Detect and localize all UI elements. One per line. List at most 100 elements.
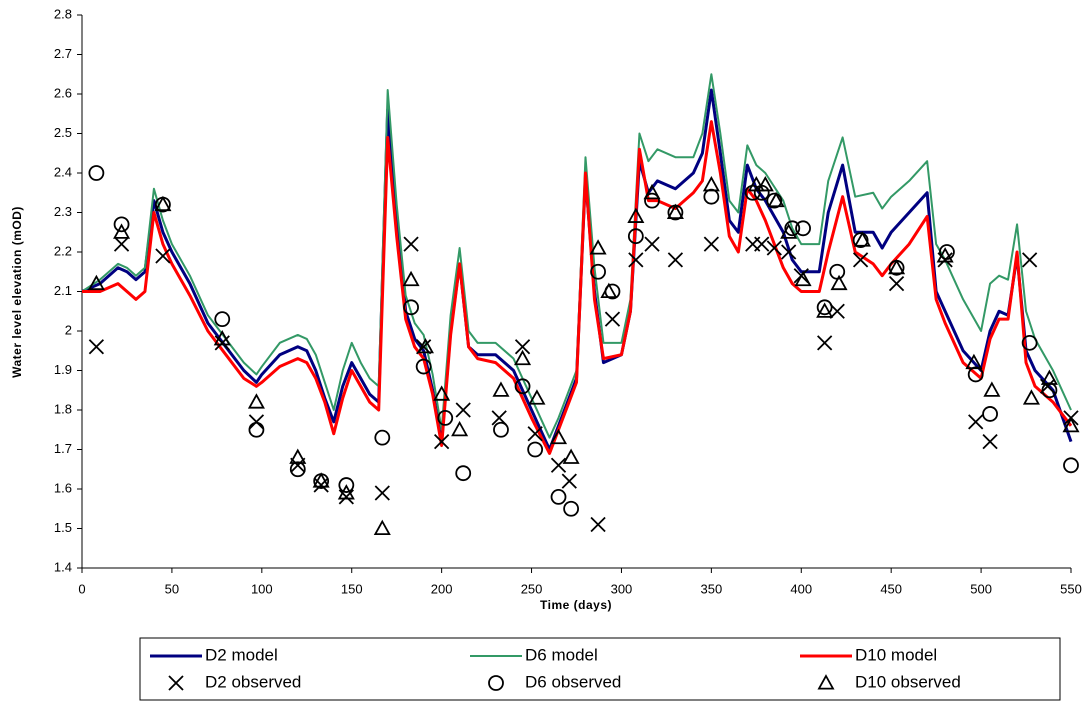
observed-point bbox=[1062, 416, 1080, 433]
observed-point bbox=[816, 299, 833, 316]
x-tick-label: 550 bbox=[1060, 581, 1082, 596]
legend-swatch bbox=[488, 675, 504, 691]
observed-point bbox=[514, 339, 531, 355]
observed-point bbox=[965, 353, 983, 370]
y-tick-label: 2.8 bbox=[54, 6, 72, 21]
observed-point bbox=[338, 489, 354, 505]
x-tick-label: 0 bbox=[78, 581, 85, 596]
y-tick-label: 2.5 bbox=[54, 125, 72, 140]
observed-point bbox=[514, 349, 532, 366]
y-tick-label: 2.1 bbox=[54, 283, 72, 298]
observed-point bbox=[88, 165, 105, 181]
observed-point bbox=[451, 420, 469, 437]
x-tick-label: 500 bbox=[970, 581, 992, 596]
y-tick-label: 2.3 bbox=[54, 204, 72, 219]
observed-point bbox=[702, 175, 720, 192]
y-axis-title: Water level elevation (mOD) bbox=[10, 206, 24, 378]
observed-point bbox=[644, 192, 660, 209]
observed-point bbox=[784, 220, 801, 237]
observed-point bbox=[373, 519, 391, 535]
observed-point bbox=[644, 236, 660, 252]
observed-point bbox=[627, 207, 645, 223]
observed-point bbox=[455, 465, 472, 482]
observed-point bbox=[455, 402, 471, 418]
observed-point bbox=[416, 337, 434, 354]
x-tick-label: 100 bbox=[251, 581, 273, 596]
x-tick-label: 200 bbox=[431, 581, 453, 596]
observed-point bbox=[767, 191, 785, 208]
observed-point bbox=[248, 414, 265, 430]
observed-point bbox=[527, 426, 543, 442]
observed-point bbox=[643, 183, 661, 200]
legend-label: D2 model bbox=[205, 645, 278, 664]
observed-point bbox=[667, 252, 684, 268]
observed-point bbox=[214, 335, 230, 351]
observed-point bbox=[754, 236, 770, 252]
x-tick-label: 400 bbox=[790, 581, 812, 596]
observed-point bbox=[402, 270, 420, 287]
observed-point bbox=[155, 248, 171, 264]
observed-point bbox=[214, 311, 231, 328]
y-tick-label: 2 bbox=[65, 322, 72, 337]
observed-point bbox=[590, 263, 606, 280]
observed-point bbox=[1040, 369, 1058, 385]
observed-point bbox=[514, 378, 531, 395]
observed-point bbox=[794, 270, 812, 287]
observed-point bbox=[415, 358, 432, 375]
observed-point bbox=[312, 472, 330, 488]
y-tick-label: 1.4 bbox=[54, 559, 72, 574]
x-tick-label: 450 bbox=[880, 581, 902, 596]
y-tick-label: 1.6 bbox=[54, 480, 72, 495]
observed-point bbox=[983, 381, 1001, 397]
observed-point bbox=[628, 252, 644, 268]
legend-label: D6 observed bbox=[525, 672, 621, 691]
observed-point bbox=[830, 274, 848, 291]
observed-point bbox=[561, 473, 577, 489]
observed-point bbox=[936, 247, 954, 263]
observed-point bbox=[829, 263, 846, 280]
observed-point bbox=[1063, 457, 1079, 474]
observed-point bbox=[666, 203, 684, 219]
observed-point bbox=[433, 433, 450, 450]
x-tick-label: 150 bbox=[341, 581, 363, 596]
observed-point bbox=[562, 448, 580, 464]
observed-point bbox=[88, 339, 105, 355]
observed-point bbox=[816, 302, 834, 318]
y-tick-label: 1.7 bbox=[54, 441, 72, 456]
observed-point bbox=[888, 258, 906, 275]
observed-point bbox=[968, 414, 984, 430]
model-line bbox=[81, 73, 1072, 439]
legend-swatch bbox=[168, 675, 184, 691]
observed-point bbox=[829, 303, 845, 319]
observed-point bbox=[1021, 334, 1038, 351]
observed-point bbox=[113, 216, 130, 233]
x-tick-label: 50 bbox=[165, 581, 179, 596]
observed-point bbox=[338, 477, 355, 493]
observed-point bbox=[493, 421, 509, 438]
observed-point bbox=[289, 448, 307, 464]
observed-point bbox=[437, 409, 454, 426]
observed-point bbox=[780, 223, 798, 239]
observed-point bbox=[403, 299, 419, 316]
observed-point bbox=[590, 516, 606, 533]
observed-point bbox=[492, 381, 510, 397]
y-tick-label: 2.2 bbox=[54, 243, 72, 258]
observed-point bbox=[87, 274, 105, 291]
observed-point bbox=[703, 188, 720, 205]
observed-point bbox=[853, 231, 871, 247]
observed-point bbox=[549, 428, 568, 445]
observed-point bbox=[433, 385, 451, 401]
observed-point bbox=[337, 484, 355, 500]
observed-point bbox=[589, 239, 607, 255]
legend-label: D6 model bbox=[525, 645, 598, 664]
observed-point bbox=[604, 311, 621, 327]
observed-point bbox=[113, 223, 131, 239]
observed-point bbox=[852, 252, 869, 268]
observed-point bbox=[154, 195, 172, 212]
legend-label: D2 observed bbox=[205, 672, 301, 691]
observed-point bbox=[374, 485, 390, 501]
legend-label: D10 model bbox=[855, 645, 937, 664]
y-tick-label: 1.9 bbox=[54, 362, 72, 377]
observed-point bbox=[563, 500, 580, 517]
observed-point bbox=[550, 488, 567, 505]
